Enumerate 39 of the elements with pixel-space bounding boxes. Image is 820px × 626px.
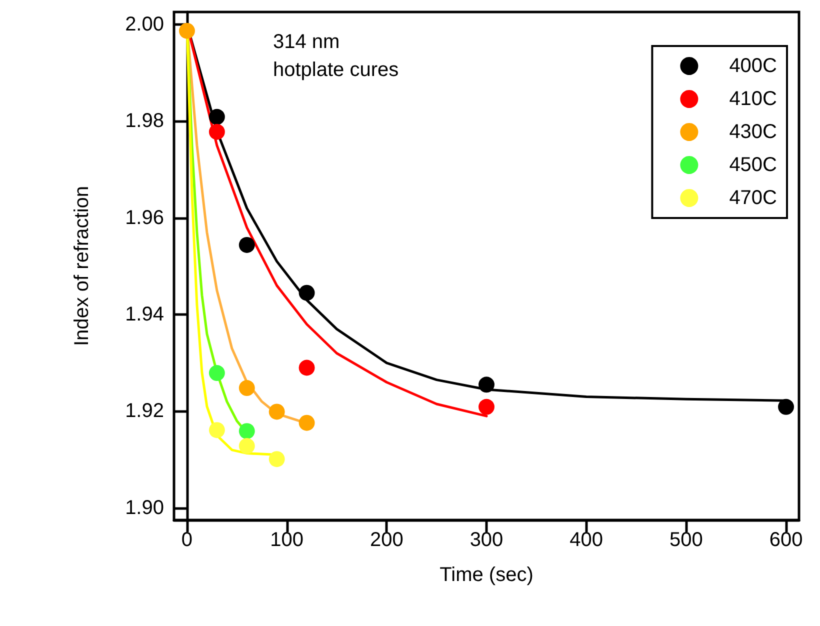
point (478, 398, 494, 415)
point (208, 422, 225, 438)
y-tick-label: 2.00 (125, 14, 164, 36)
legend-label: 400C (729, 55, 777, 77)
point (268, 451, 285, 468)
y-tick-label: 1.94 (125, 304, 164, 326)
point (238, 423, 255, 440)
y-tick-label: 1.90 (125, 496, 164, 519)
legend-label: 450C (729, 154, 777, 176)
point (298, 414, 315, 431)
legend-label: 410C (729, 88, 777, 110)
x-tick-label: 0 (181, 529, 193, 551)
point (208, 365, 225, 382)
point (298, 284, 315, 301)
point (238, 380, 255, 396)
point (208, 124, 225, 140)
y-tick-label: 1.92 (125, 400, 164, 422)
point (298, 360, 315, 376)
x-tick-label: 200 (370, 529, 404, 551)
x-tick-label: 500 (669, 529, 703, 551)
x-axis-title: Time (sec) (440, 564, 534, 586)
legend-label: 430C (729, 121, 777, 143)
point (778, 398, 794, 415)
point (238, 438, 255, 454)
point (478, 376, 494, 393)
point (268, 404, 285, 420)
y-tick-label: 1.98 (125, 110, 164, 132)
x-tick-label: 400 (570, 529, 604, 551)
point (178, 22, 195, 39)
y-tick-label: 1.96 (125, 206, 164, 229)
legend-label: 470C (729, 187, 777, 209)
x-tick-label: 600 (769, 529, 803, 551)
annotation: 314 nm (273, 31, 340, 53)
y-axis-title: Index of refraction (71, 186, 93, 346)
x-tick-label: 100 (270, 529, 304, 551)
point (238, 236, 255, 253)
point (208, 108, 225, 125)
x-tick-label: 300 (470, 529, 504, 551)
annotation: hotplate cures (273, 59, 399, 81)
